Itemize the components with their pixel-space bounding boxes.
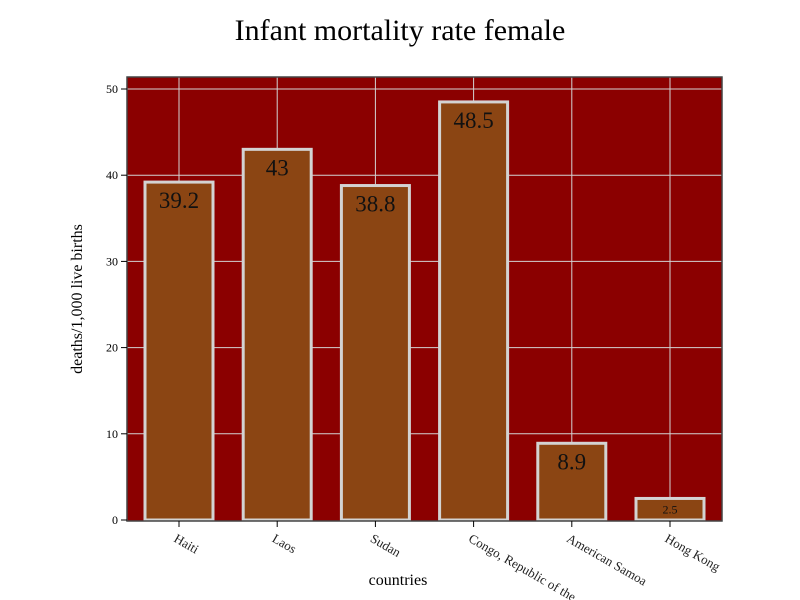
y-tick-label: 30 [106,254,118,268]
plot-frame [126,76,723,522]
bar-value-label: 48.5 [453,108,493,133]
bar [634,496,706,522]
x-tick-label: Congo, Republic of the [466,531,579,600]
y-tick-label: 10 [106,427,118,441]
x-tick-label: Sudan [368,531,404,560]
y-tick-label: 40 [106,168,118,182]
bar-value-label: 39.2 [159,188,199,213]
x-tick-label: Haiti [172,531,202,557]
y-tick-label: 0 [112,513,118,527]
y-axis-title: deaths/1,000 live births [69,224,86,374]
plot-area [127,77,722,521]
y-tick-label: 50 [106,82,118,96]
bar [339,184,411,522]
x-axis-title: countries [369,572,428,589]
y-axis: 0 10 20 30 40 50 [106,82,127,527]
bar-value-label: 2.5 [663,502,678,516]
y-tick-label: 20 [106,341,118,355]
bar [143,180,215,522]
bar [438,100,510,522]
bar [241,147,313,522]
x-tick-label: Laos [270,531,299,557]
x-axis: Haiti Laos Sudan Congo, Republic of theAmer… [172,521,724,600]
chart-title: Infant mortality rate female [235,14,566,47]
bar-value-label: 38.8 [355,192,395,217]
bar [536,441,608,522]
bar-value-label: 43 [266,155,289,180]
x-tick-label: American Samoa [564,531,650,589]
bar-value-label: 8.9 [557,449,586,474]
bars [143,100,706,522]
x-tick-label: Hong Kong [663,531,724,575]
bar-value-labels: 39.2 43 38.8 48.5 8.9 2.5 [159,108,678,517]
